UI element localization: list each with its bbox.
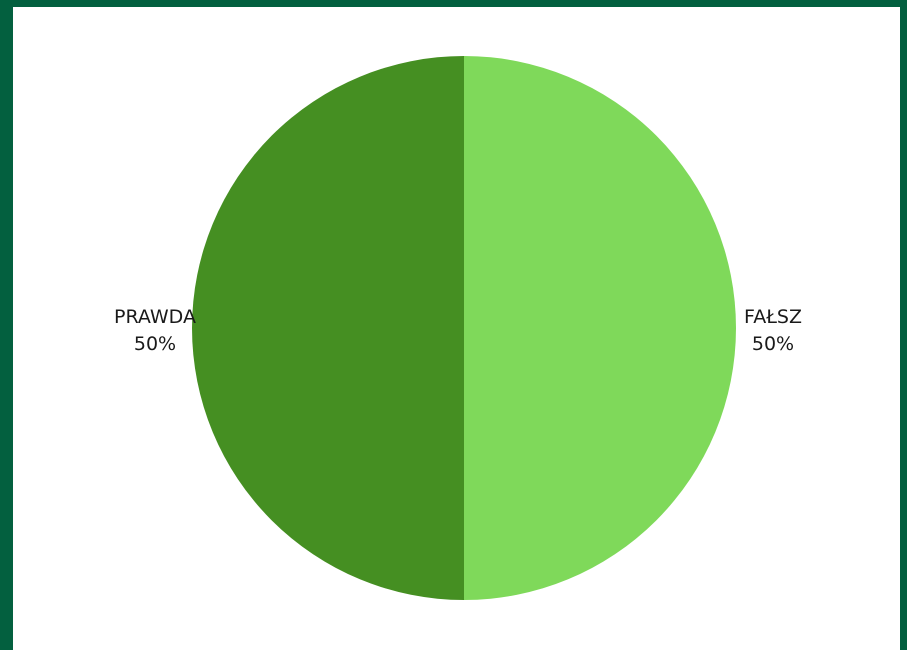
pie-slices: [192, 56, 736, 600]
pie-labels: FAŁSZ 50% PRAWDA 50%: [114, 306, 802, 355]
slice-label-0: FAŁSZ: [744, 306, 802, 328]
slice-label-1: PRAWDA: [114, 306, 196, 328]
slice-percent-0: 50%: [752, 333, 794, 355]
pie-slice-0: [464, 56, 736, 600]
slice-percent-1: 50%: [134, 333, 176, 355]
pie-slice-1: [192, 56, 464, 600]
